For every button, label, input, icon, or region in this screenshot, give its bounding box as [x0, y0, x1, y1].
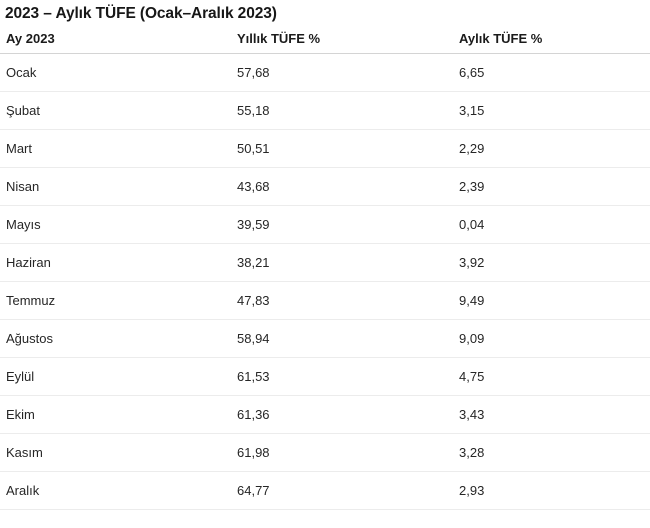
cell-monthly-tufe: 3,92: [453, 243, 650, 282]
table-row: Ağustos 58,94 9,09: [0, 319, 650, 358]
cell-yearly-tufe: 47,83: [231, 281, 453, 320]
tufe-table: Ay 2023 Yıllık TÜFE % Aylık TÜFE % Ocak …: [0, 24, 650, 510]
cell-month: Mayıs: [0, 205, 231, 244]
column-header-month: Ay 2023: [0, 24, 231, 54]
cell-yearly-tufe: 38,21: [231, 243, 453, 282]
table-row: Mayıs 39,59 0,04: [0, 205, 650, 244]
cell-yearly-tufe: 55,18: [231, 91, 453, 130]
cell-monthly-tufe: 2,93: [453, 471, 650, 510]
cell-month: Kasım: [0, 433, 231, 472]
table-row: Şubat 55,18 3,15: [0, 91, 650, 130]
table-row: Nisan 43,68 2,39: [0, 167, 650, 206]
cell-monthly-tufe: 2,39: [453, 167, 650, 206]
table-row: Temmuz 47,83 9,49: [0, 281, 650, 320]
cell-monthly-tufe: 3,15: [453, 91, 650, 130]
cell-yearly-tufe: 58,94: [231, 319, 453, 358]
cell-yearly-tufe: 61,36: [231, 395, 453, 434]
table-body: Ocak 57,68 6,65 Şubat 55,18 3,15 Mart 50…: [0, 53, 650, 510]
table-row: Eylül 61,53 4,75: [0, 357, 650, 396]
cell-yearly-tufe: 50,51: [231, 129, 453, 168]
cell-monthly-tufe: 3,43: [453, 395, 650, 434]
cell-yearly-tufe: 43,68: [231, 167, 453, 206]
cell-monthly-tufe: 9,09: [453, 319, 650, 358]
table-row: Aralık 64,77 2,93: [0, 471, 650, 510]
table-row: Ocak 57,68 6,65: [0, 53, 650, 92]
table-row: Haziran 38,21 3,92: [0, 243, 650, 282]
table-row: Mart 50,51 2,29: [0, 129, 650, 168]
cell-yearly-tufe: 61,98: [231, 433, 453, 472]
column-header-yearly-tufe: Yıllık TÜFE %: [231, 24, 453, 54]
page-title: 2023 – Aylık TÜFE (Ocak–Aralık 2023): [5, 5, 277, 22]
table-row: Kasım 61,98 3,28: [0, 433, 650, 472]
table-row: Ekim 61,36 3,43: [0, 395, 650, 434]
cell-monthly-tufe: 4,75: [453, 357, 650, 396]
cell-month: Mart: [0, 129, 231, 168]
cell-yearly-tufe: 61,53: [231, 357, 453, 396]
cell-month: Ekim: [0, 395, 231, 434]
cell-month: Temmuz: [0, 281, 231, 320]
table-header-row: Ay 2023 Yıllık TÜFE % Aylık TÜFE %: [0, 24, 650, 54]
cell-month: Ağustos: [0, 319, 231, 358]
cell-monthly-tufe: 0,04: [453, 205, 650, 244]
cell-month: Nisan: [0, 167, 231, 206]
cell-yearly-tufe: 39,59: [231, 205, 453, 244]
cell-month: Haziran: [0, 243, 231, 282]
cell-monthly-tufe: 3,28: [453, 433, 650, 472]
cell-month: Eylül: [0, 357, 231, 396]
cell-monthly-tufe: 6,65: [453, 53, 650, 92]
cell-month: Aralık: [0, 471, 231, 510]
cell-yearly-tufe: 57,68: [231, 53, 453, 92]
cell-monthly-tufe: 9,49: [453, 281, 650, 320]
cell-monthly-tufe: 2,29: [453, 129, 650, 168]
cell-month: Şubat: [0, 91, 231, 130]
cell-yearly-tufe: 64,77: [231, 471, 453, 510]
column-header-monthly-tufe: Aylık TÜFE %: [453, 24, 650, 54]
cell-month: Ocak: [0, 53, 231, 92]
